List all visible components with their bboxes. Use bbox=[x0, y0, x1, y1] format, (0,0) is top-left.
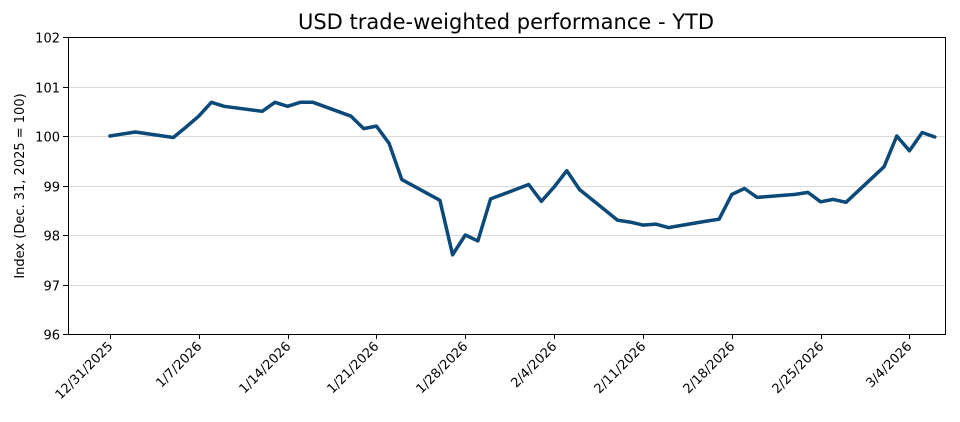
data-point bbox=[299, 101, 302, 104]
data-point bbox=[629, 220, 632, 224]
y-tick-label: 98 bbox=[43, 230, 60, 245]
data-point bbox=[108, 134, 112, 138]
data-point bbox=[286, 105, 289, 108]
data-point bbox=[730, 193, 733, 196]
data-point bbox=[476, 239, 480, 243]
data-point bbox=[908, 149, 911, 152]
data-point bbox=[184, 125, 188, 129]
y-axis: 96 97 98 99 100 101 102 bbox=[35, 32, 68, 344]
x-tick-label: 2/4/2026 bbox=[508, 339, 560, 391]
data-point bbox=[806, 191, 810, 194]
x-tick-label: 1/7/2026 bbox=[153, 339, 205, 391]
data-point bbox=[134, 130, 137, 134]
data-point bbox=[654, 222, 657, 226]
x-tick-label: 1/28/2026 bbox=[414, 339, 472, 397]
data-point bbox=[921, 131, 924, 134]
data-point bbox=[832, 198, 835, 201]
data-point bbox=[387, 142, 391, 145]
data-point bbox=[197, 115, 200, 118]
grid-layer bbox=[68, 87, 945, 286]
x-tick-label: 1/21/2026 bbox=[325, 339, 383, 397]
plot-frame bbox=[68, 37, 946, 335]
data-point bbox=[451, 253, 454, 256]
data-point bbox=[743, 187, 746, 190]
data-point bbox=[362, 127, 365, 130]
x-tick-label: 2/18/2026 bbox=[681, 339, 739, 397]
x-tick-label: 1/14/2026 bbox=[237, 339, 295, 397]
y-tick-label: 99 bbox=[43, 181, 60, 196]
x-axis: 12/31/2025 1/7/2026 1/14/2026 1/21/2026 1/28… bbox=[53, 334, 915, 403]
data-point bbox=[895, 134, 898, 138]
data-point bbox=[756, 196, 759, 199]
data-point bbox=[489, 197, 492, 201]
data-point bbox=[933, 135, 936, 139]
series-layer bbox=[108, 100, 937, 257]
data-point bbox=[667, 226, 670, 229]
data-point bbox=[882, 165, 886, 168]
data-point bbox=[349, 115, 353, 118]
data-point bbox=[819, 200, 822, 203]
data-point bbox=[794, 193, 797, 196]
data-point bbox=[311, 101, 315, 104]
data-point bbox=[844, 201, 848, 204]
data-point bbox=[705, 219, 708, 223]
x-tick-label: 2/25/2026 bbox=[770, 339, 828, 397]
data-point bbox=[641, 223, 645, 227]
data-point bbox=[261, 110, 264, 113]
data-point bbox=[222, 105, 226, 108]
data-point bbox=[578, 188, 581, 191]
data-point bbox=[717, 218, 721, 221]
data-point bbox=[400, 178, 403, 181]
x-tick-label: 3/4/2026 bbox=[863, 339, 915, 391]
data-point bbox=[210, 101, 213, 104]
y-tick-label: 101 bbox=[35, 82, 60, 97]
data-point bbox=[375, 124, 378, 128]
data-point bbox=[540, 200, 543, 203]
y-tick-label: 100 bbox=[35, 131, 60, 146]
y-tick-label: 102 bbox=[35, 32, 60, 47]
data-point bbox=[552, 185, 556, 189]
x-tick-label: 12/31/2025 bbox=[53, 339, 117, 403]
y-tick-label: 96 bbox=[43, 329, 60, 344]
data-point bbox=[616, 219, 619, 222]
y-axis-label: Index (Dec. 31, 2025 = 100) bbox=[13, 93, 28, 278]
x-tick-label: 2/11/2026 bbox=[592, 339, 650, 397]
chart-title: USD trade-weighted performance - YTD bbox=[298, 10, 714, 34]
data-point bbox=[565, 169, 568, 172]
data-point bbox=[438, 199, 442, 202]
data-point bbox=[273, 101, 277, 104]
series-line bbox=[108, 100, 937, 257]
y-tick-label: 97 bbox=[43, 280, 60, 295]
data-point bbox=[527, 183, 530, 186]
data-point bbox=[464, 233, 467, 237]
data-point bbox=[172, 136, 175, 139]
